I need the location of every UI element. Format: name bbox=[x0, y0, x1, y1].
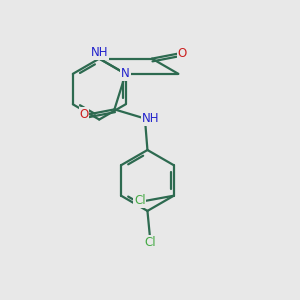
Text: NH: NH bbox=[142, 112, 160, 125]
Text: O: O bbox=[80, 108, 88, 121]
Text: N: N bbox=[121, 68, 130, 80]
Text: Cl: Cl bbox=[144, 236, 156, 249]
Text: O: O bbox=[178, 47, 187, 60]
Text: NH: NH bbox=[91, 46, 108, 59]
Text: Cl: Cl bbox=[134, 194, 146, 207]
